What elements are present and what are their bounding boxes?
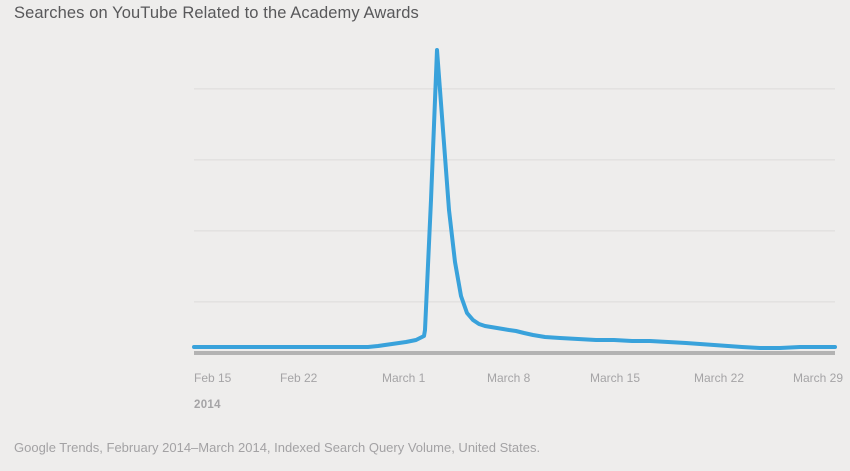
gridline bbox=[194, 301, 835, 303]
gridline bbox=[194, 230, 835, 232]
x-axis-year-label: 2014 bbox=[194, 399, 221, 411]
gridline bbox=[194, 88, 835, 90]
x-axis-line bbox=[194, 351, 835, 355]
data-series-group bbox=[192, 48, 837, 350]
x-axis-baseline bbox=[194, 351, 835, 355]
gridlines-group bbox=[194, 88, 835, 303]
data-series-line bbox=[192, 48, 837, 350]
chart-caption: Google Trends, February 2014–March 2014,… bbox=[14, 440, 541, 455]
line-chart-svg bbox=[192, 48, 837, 355]
gridline bbox=[194, 159, 835, 161]
chart-title: Searches on YouTube Related to the Acade… bbox=[14, 4, 419, 22]
plot-area bbox=[192, 48, 837, 355]
